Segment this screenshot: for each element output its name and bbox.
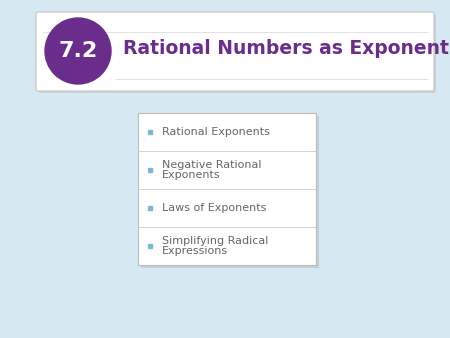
FancyBboxPatch shape xyxy=(141,116,319,268)
Text: Rational Numbers as Exponents: Rational Numbers as Exponents xyxy=(123,40,450,58)
FancyBboxPatch shape xyxy=(138,113,316,265)
FancyBboxPatch shape xyxy=(38,14,436,93)
FancyBboxPatch shape xyxy=(36,12,434,91)
Text: Laws of Exponents: Laws of Exponents xyxy=(162,203,266,213)
Text: Expressions: Expressions xyxy=(162,246,228,256)
Text: Exponents: Exponents xyxy=(162,170,220,180)
Ellipse shape xyxy=(45,18,111,84)
Text: Negative Rational: Negative Rational xyxy=(162,160,261,170)
Text: Simplifying Radical: Simplifying Radical xyxy=(162,236,268,246)
Text: 7.2: 7.2 xyxy=(58,41,98,61)
Text: Rational Exponents: Rational Exponents xyxy=(162,127,270,137)
